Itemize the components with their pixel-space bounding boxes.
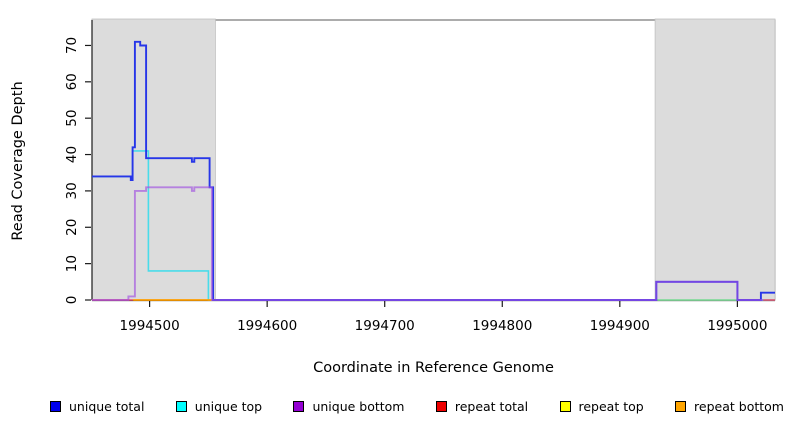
- legend-swatch-icon: [50, 401, 61, 412]
- x-tick-label: 1994700: [355, 318, 415, 334]
- legend-swatch-icon: [175, 401, 187, 412]
- y-tick-label: 70: [64, 37, 80, 54]
- legend: unique total unique top unique bottom repea…: [50, 399, 784, 414]
- y-tick-label: 30: [64, 182, 80, 199]
- y-tick-label: 20: [64, 219, 80, 236]
- y-tick-label: 50: [64, 110, 80, 127]
- legend-item-repeat-total: repeat total: [435, 399, 529, 414]
- y-axis-title: Read Coverage Depth: [10, 81, 26, 241]
- legend-swatch-icon: [293, 401, 305, 412]
- legend-item-unique-bottom: unique bottom: [293, 399, 405, 414]
- legend-item-unique-total: unique total: [50, 399, 144, 414]
- shaded-region-right: [654, 18, 776, 301]
- y-tick-label: 60: [64, 73, 80, 90]
- x-axis-title: Coordinate in Reference Genome: [313, 360, 554, 376]
- x-tick-label: 1994900: [590, 318, 650, 334]
- x-tick-label: 1994500: [120, 318, 180, 334]
- legend-swatch-icon: [559, 401, 571, 412]
- series-unique-bottom: [92, 186, 764, 301]
- y-tick-label: 40: [64, 146, 80, 163]
- legend-label: repeat total: [454, 399, 529, 414]
- legend-item-repeat-top: repeat top: [559, 399, 644, 414]
- legend-item-unique-top: unique top: [175, 399, 263, 414]
- legend-label: repeat top: [578, 399, 644, 414]
- legend-label: unique total: [69, 399, 145, 414]
- x-tick-label: 1994800: [472, 318, 532, 334]
- x-tick-label: 1995000: [707, 318, 767, 334]
- legend-swatch-icon: [675, 401, 687, 412]
- legend-label: repeat bottom: [694, 399, 784, 414]
- y-tick-label: 10: [64, 255, 80, 272]
- legend-label: unique bottom: [312, 399, 405, 414]
- y-tick-label: 0: [64, 296, 80, 305]
- x-tick-label: 1994600: [237, 318, 297, 334]
- shaded-region-left: [91, 18, 216, 301]
- legend-swatch-icon: [435, 401, 447, 412]
- legend-label: unique top: [194, 399, 263, 414]
- legend-item-repeat-bottom: repeat bottom: [675, 399, 784, 414]
